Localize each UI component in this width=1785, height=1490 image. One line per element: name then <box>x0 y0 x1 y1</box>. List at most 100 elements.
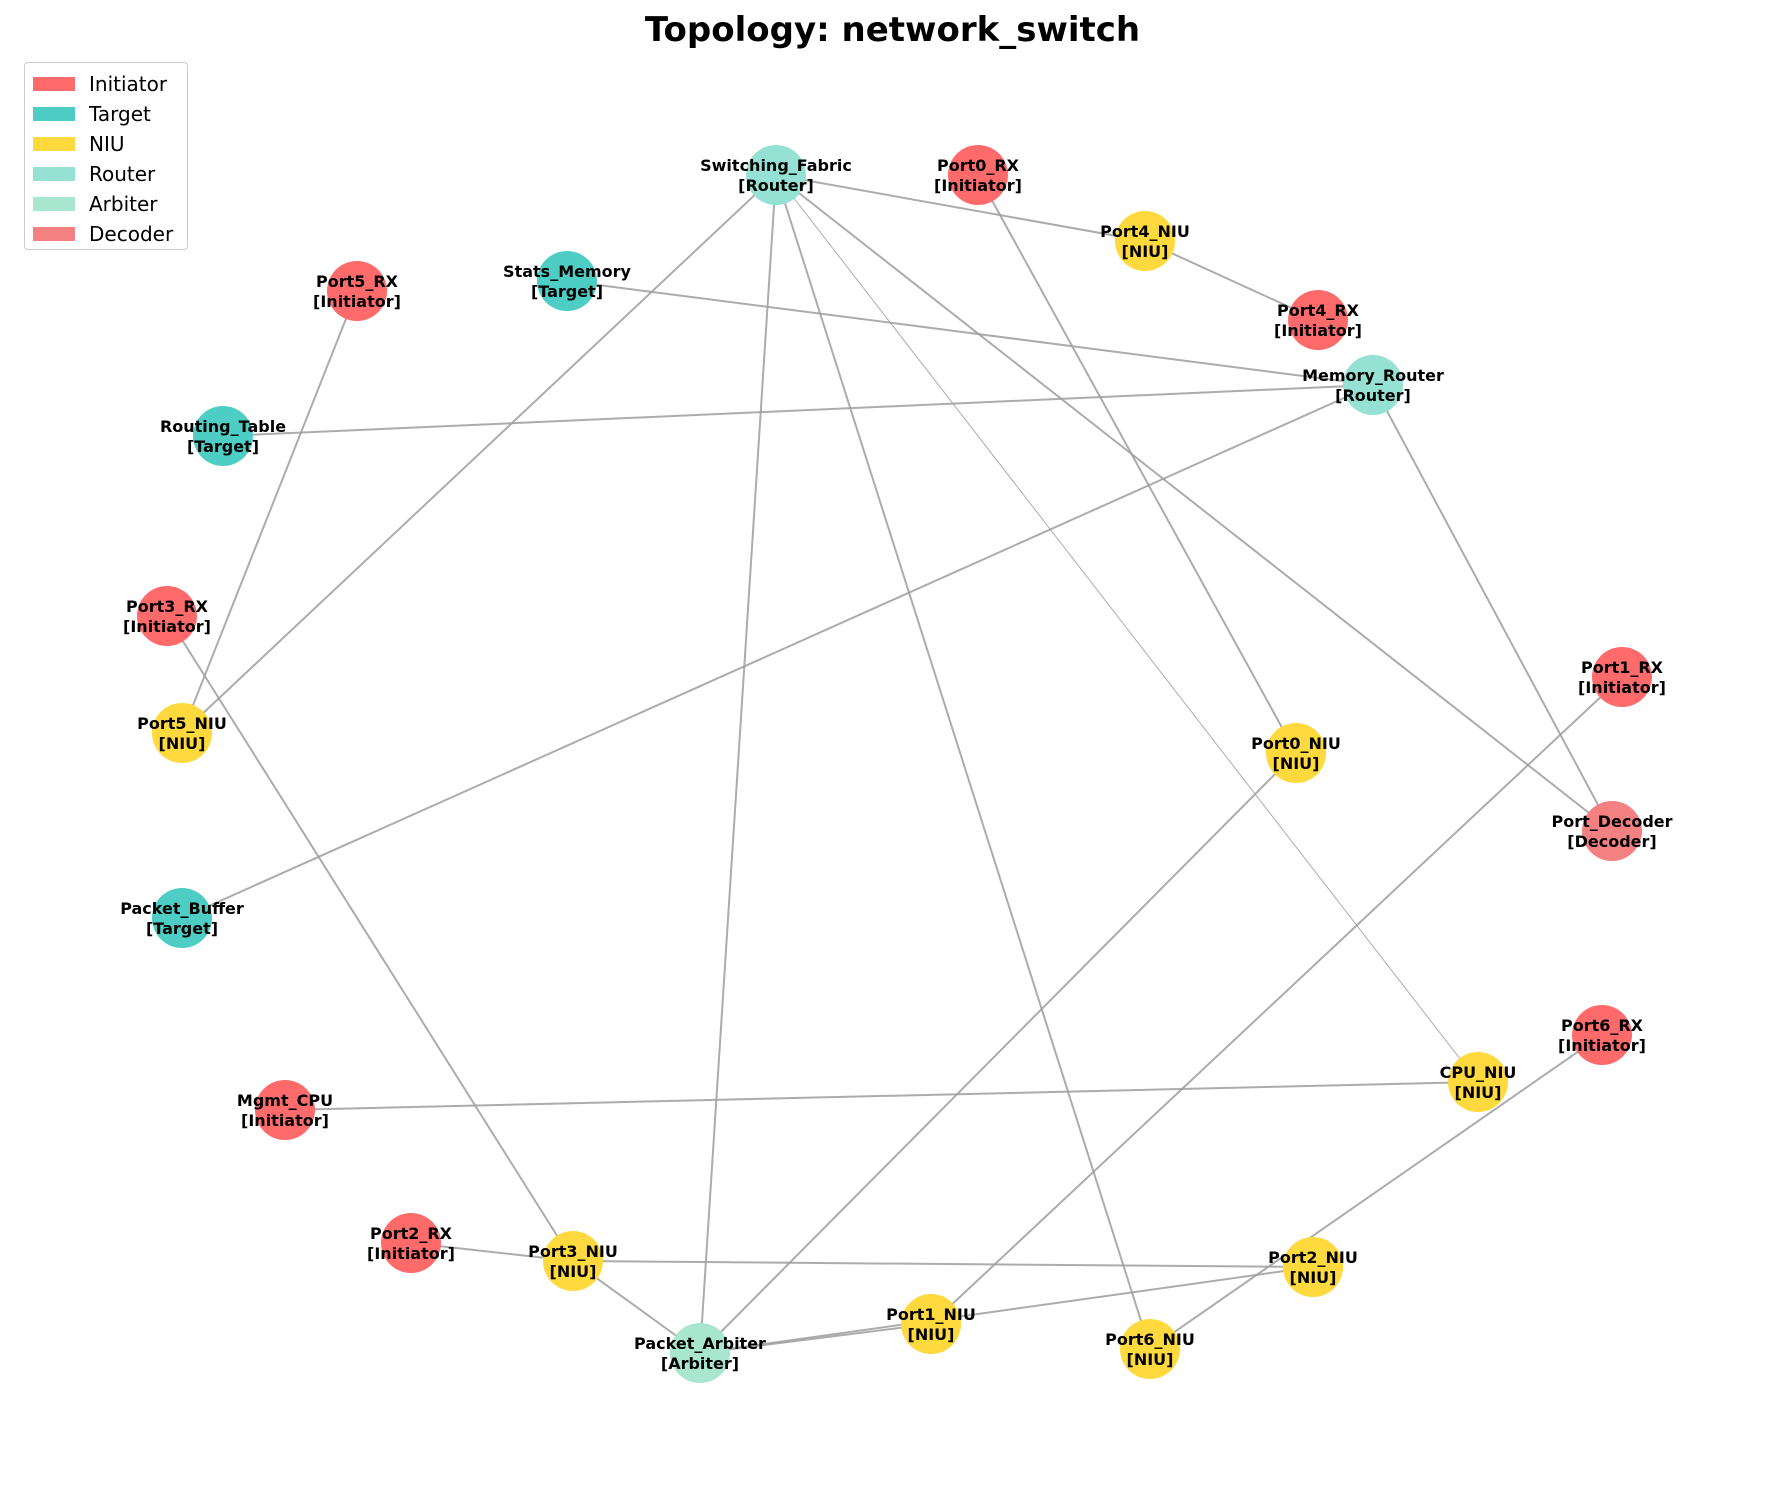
node-circle[interactable] <box>1120 1319 1180 1379</box>
legend-item-niu: NIU <box>33 129 187 159</box>
node-circle[interactable] <box>670 1323 730 1383</box>
edge-switching_fabric-port6_niu <box>775 174 1151 1350</box>
node-label: Mgmt_CPU <box>237 1091 333 1110</box>
node-circle[interactable] <box>152 888 212 948</box>
edge-packet_arbiter-port2_niu <box>699 1266 1314 1354</box>
edge-port0_niu-packet_arbiter <box>699 752 1297 1354</box>
node-port3-rx[interactable]: Port3_RX[Initiator] <box>123 586 211 646</box>
node-circle[interactable] <box>746 145 806 205</box>
node-packet-buffer[interactable]: Packet_Buffer[Target] <box>120 888 244 948</box>
node-stats-memory[interactable]: Stats_Memory[Target] <box>503 251 632 311</box>
node-role-label: [Target] <box>531 282 603 301</box>
edge-port5_rx-port5_niu <box>181 290 358 734</box>
edge-switching_fabric-port_decoder <box>775 174 1613 832</box>
node-label: Packet_Arbiter <box>634 1334 766 1353</box>
legend-item-arbiter: Arbiter <box>33 189 187 219</box>
node-role-label: [Initiator] <box>1558 1036 1646 1055</box>
node-role-label: [Initiator] <box>123 617 211 636</box>
edge-mgmt_cpu-cpu_niu <box>284 1081 1479 1111</box>
node-port0-niu[interactable]: Port0_NIU[NIU] <box>1251 723 1341 783</box>
node-label: Port2_NIU <box>1268 1248 1358 1267</box>
node-label: Port1_RX <box>1581 658 1664 677</box>
node-port1-rx[interactable]: Port1_RX[Initiator] <box>1578 647 1666 707</box>
node-port6-rx[interactable]: Port6_RX[Initiator] <box>1558 1005 1646 1065</box>
node-label: Port4_NIU <box>1100 222 1190 241</box>
legend-swatch <box>33 167 75 181</box>
node-cpu-niu[interactable]: CPU_NIU[NIU] <box>1440 1052 1517 1112</box>
node-circle[interactable] <box>543 1231 603 1291</box>
node-circle[interactable] <box>137 586 197 646</box>
node-circle[interactable] <box>537 251 597 311</box>
legend-swatch <box>33 227 75 241</box>
node-circle[interactable] <box>901 1294 961 1354</box>
node-circle[interactable] <box>1115 211 1175 271</box>
node-label: Port5_NIU <box>137 714 227 733</box>
node-port4-rx[interactable]: Port4_RX[Initiator] <box>1274 290 1362 350</box>
node-role-label: [Decoder] <box>1567 832 1656 851</box>
node-role-label: [NIU] <box>1273 754 1320 773</box>
node-circle[interactable] <box>381 1213 441 1273</box>
node-port5-rx[interactable]: Port5_RX[Initiator] <box>313 261 401 321</box>
node-port3-niu[interactable]: Port3_NIU[NIU] <box>528 1231 618 1291</box>
node-circle[interactable] <box>327 261 387 321</box>
node-role-label: [Initiator] <box>313 292 401 311</box>
node-port1-niu[interactable]: Port1_NIU[NIU] <box>886 1294 976 1354</box>
edge-memory_router-packet_buffer <box>181 384 1374 919</box>
node-port2-rx[interactable]: Port2_RX[Initiator] <box>367 1213 455 1273</box>
node-memory-router[interactable]: Memory_Router[Router] <box>1302 355 1444 415</box>
legend-label: NIU <box>89 132 125 156</box>
node-port6-niu[interactable]: Port6_NIU[NIU] <box>1105 1319 1195 1379</box>
node-circle[interactable] <box>948 145 1008 205</box>
node-label: Switching_Fabric <box>700 156 852 175</box>
edge-switching_fabric-packet_arbiter <box>699 174 777 1354</box>
node-label: Stats_Memory <box>503 262 631 281</box>
node-circle[interactable] <box>1592 647 1652 707</box>
node-port2-niu[interactable]: Port2_NIU[NIU] <box>1268 1237 1358 1297</box>
page-title: Topology: network_switch <box>644 10 1141 50</box>
node-circle[interactable] <box>1448 1052 1508 1112</box>
node-label: Port1_NIU <box>886 1305 976 1324</box>
node-role-label: [NIU] <box>1122 242 1169 261</box>
node-circle[interactable] <box>193 406 253 466</box>
edge-port0_rx-port0_niu <box>977 174 1297 754</box>
node-circle[interactable] <box>1266 723 1326 783</box>
node-circle[interactable] <box>1572 1005 1632 1065</box>
legend-item-router: Router <box>33 159 187 189</box>
node-circle[interactable] <box>1283 1237 1343 1297</box>
node-mgmt-cpu[interactable]: Mgmt_CPU[Initiator] <box>237 1080 333 1140</box>
legend-swatch <box>33 137 75 151</box>
node-port0-rx[interactable]: Port0_RX[Initiator] <box>934 145 1022 205</box>
node-circle[interactable] <box>255 1080 315 1140</box>
node-circle[interactable] <box>1582 801 1642 861</box>
node-role-label: [Router] <box>738 176 814 195</box>
legend-label: Arbiter <box>89 192 158 216</box>
node-label: Port6_NIU <box>1105 1330 1195 1349</box>
node-label: Port3_NIU <box>528 1242 618 1261</box>
node-role-label: [NIU] <box>1127 1350 1174 1369</box>
node-routing-table[interactable]: Routing_Table[Target] <box>160 406 286 466</box>
legend-item-initiator: Initiator <box>33 69 187 99</box>
node-port4-niu[interactable]: Port4_NIU[NIU] <box>1100 211 1190 271</box>
node-label: Port0_RX <box>937 156 1020 175</box>
edge-port1_rx-port1_niu <box>930 676 1623 1325</box>
edge-port3_rx-port3_niu <box>166 615 574 1262</box>
node-circle[interactable] <box>1288 290 1348 350</box>
node-circle[interactable] <box>152 703 212 763</box>
node-role-label: [Initiator] <box>1274 321 1362 340</box>
node-circle[interactable] <box>1343 355 1403 415</box>
node-switching-fabric[interactable]: Switching_Fabric[Router] <box>700 145 852 205</box>
node-role-label: [NIU] <box>159 734 206 753</box>
node-label: Memory_Router <box>1302 366 1444 385</box>
node-role-label: [Initiator] <box>1578 678 1666 697</box>
node-port5-niu[interactable]: Port5_NIU[NIU] <box>137 703 227 763</box>
legend-label: Target <box>89 102 151 126</box>
node-port-decoder[interactable]: Port_Decoder[Decoder] <box>1551 801 1673 861</box>
node-label: Routing_Table <box>160 417 286 436</box>
node-label: Port2_RX <box>370 1224 453 1243</box>
node-packet-arbiter[interactable]: Packet_Arbiter[Arbiter] <box>634 1323 766 1383</box>
node-role-label: [Target] <box>146 919 218 938</box>
node-role-label: [NIU] <box>1290 1268 1337 1287</box>
edge-switching_fabric-port5_niu <box>181 174 777 734</box>
